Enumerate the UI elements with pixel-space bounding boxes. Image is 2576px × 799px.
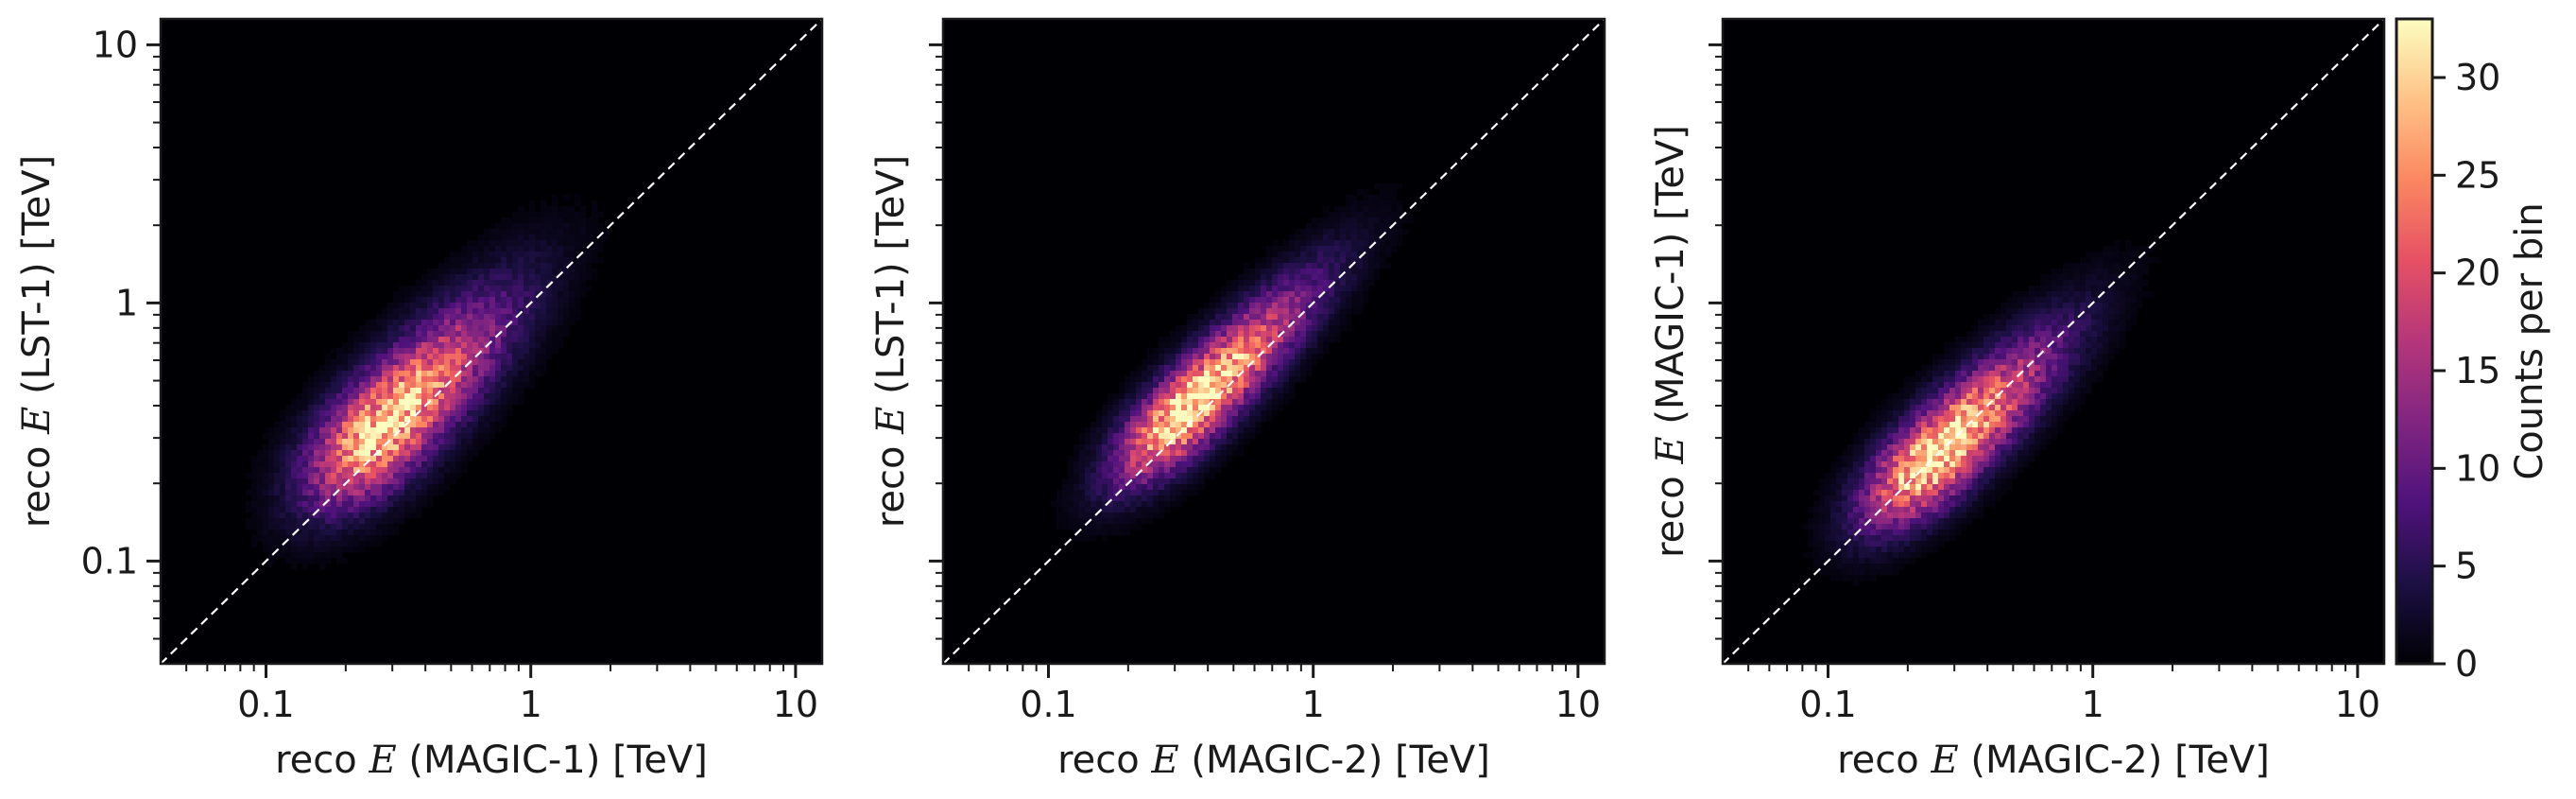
colorbar-gradient: [2396, 19, 2432, 664]
plot-frame: [1721, 17, 2386, 666]
reference-line-y-equals-x: [161, 19, 822, 664]
x-tick-label: 1: [2082, 684, 2104, 725]
colorbar-frame: [2395, 17, 2434, 666]
colorbar-tick-label: 0: [2455, 643, 2478, 685]
colorbar-tick-label: 10: [2455, 447, 2500, 489]
x-axis-label: reco E (MAGIC-2) [TeV]: [1837, 738, 2270, 782]
heatmap-panel-magic1-vs-magic2: 0.1 1 10 reco E (MAGIC-2) [TeV] reco E (MA…: [1649, 17, 2386, 782]
colorbar-tick-label: 30: [2455, 57, 2500, 98]
axis-ticks: 0.1 1 10: [929, 43, 1601, 725]
y-axis-label: reco E (MAGIC-1) [TeV]: [1649, 125, 1692, 558]
x-tick-label: 10: [773, 684, 818, 725]
x-tick-label: 10: [1555, 684, 1601, 725]
x-tick-label: 1: [1302, 684, 1325, 725]
y-tick-label: 10: [93, 24, 138, 65]
colorbar-tick-label: 25: [2455, 154, 2500, 196]
y-tick-label: 0.1: [81, 540, 138, 582]
colorbar: 0 5 10 15 20 25 30 Counts per bin: [2395, 17, 2551, 685]
colorbar-label: Counts per bin: [2508, 202, 2551, 479]
heatmap-image: [1723, 19, 2384, 664]
y-axis-label: reco E (LST-1) [TeV]: [869, 155, 913, 528]
y-tick-label: 1: [115, 282, 138, 323]
x-axis-label: reco E (MAGIC-1) [TeV]: [275, 738, 708, 782]
axis-ticks: 0.1 1 10 0.1 1 10: [81, 24, 818, 725]
x-tick-label: 1: [520, 684, 542, 725]
colorbar-tick-label: 20: [2455, 252, 2500, 294]
plot-frame: [941, 17, 1606, 666]
colorbar-tick-label: 5: [2455, 546, 2478, 587]
axis-ticks: 0.1 1 10: [1709, 43, 2380, 725]
reference-line-y-equals-x: [943, 19, 1605, 664]
colorbar-tick-label: 15: [2455, 350, 2500, 391]
y-axis-label: reco E (LST-1) [TeV]: [15, 155, 59, 528]
x-axis-label: reco E (MAGIC-2) [TeV]: [1057, 738, 1490, 782]
colorbar-ticks: 0 5 10 15 20 25 30: [2432, 57, 2500, 685]
reference-line-y-equals-x: [1723, 19, 2384, 664]
x-tick-label: 10: [2335, 684, 2380, 725]
heatmap-panel-lst1-vs-magic2: 0.1 1 10 reco E (MAGIC-2) [TeV] reco E (LS…: [869, 17, 1606, 782]
x-tick-label: 0.1: [1799, 684, 1856, 725]
heatmap-panel-lst1-vs-magic1: 0.1 1 10 0.1 1 10 reco E (MAGIC-1) [TeV] reco…: [15, 17, 824, 782]
plot-frame: [159, 17, 824, 666]
x-tick-label: 0.1: [1020, 684, 1076, 725]
x-tick-label: 0.1: [237, 684, 294, 725]
